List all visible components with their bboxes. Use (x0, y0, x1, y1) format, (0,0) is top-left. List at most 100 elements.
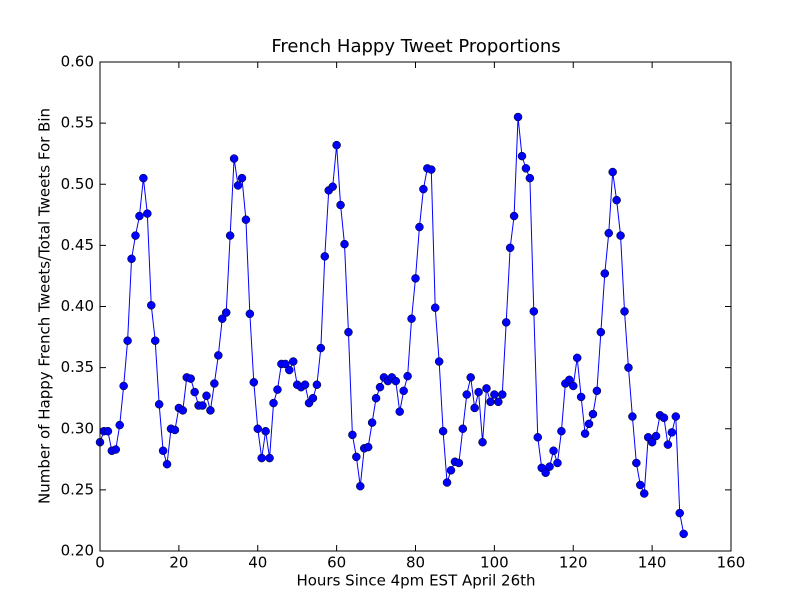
data-point (245, 309, 255, 319)
data-point (178, 406, 188, 415)
data-point (269, 398, 278, 408)
data-point (505, 243, 515, 253)
data-point (288, 357, 298, 366)
data-point (143, 209, 152, 218)
data-point (604, 228, 613, 238)
data-point (111, 445, 121, 454)
y-axis-label: Number of Happy French Tweets/Total Twee… (36, 108, 54, 504)
data-point (123, 336, 132, 345)
data-point (596, 327, 606, 337)
x-axis-label: Hours Since 4pm EST April 26th (296, 572, 535, 590)
chart-title: French Happy Tweet Proportions (271, 36, 560, 57)
data-point (636, 480, 645, 490)
data-point (249, 378, 259, 387)
data-point (462, 390, 472, 399)
data-point (399, 386, 408, 396)
data-point (647, 437, 657, 447)
data-point (403, 371, 412, 381)
data-point (580, 429, 590, 438)
data-point (348, 430, 357, 440)
data-point (517, 151, 527, 161)
data-point (454, 458, 464, 468)
data-point (190, 387, 199, 397)
y-tick-label: 0.45 (61, 236, 94, 254)
y-tick-label: 0.50 (61, 175, 94, 193)
data-point (300, 380, 310, 389)
data-point (253, 424, 262, 433)
data-point (474, 387, 483, 397)
x-tick-label: 40 (248, 554, 267, 572)
data-point (659, 413, 669, 422)
data-point (139, 173, 148, 183)
data-point (198, 401, 207, 410)
data-point (427, 165, 436, 174)
data-point (533, 433, 543, 442)
data-point (411, 274, 420, 283)
data-point (525, 173, 535, 183)
data-point (434, 357, 444, 366)
x-tick-label: 160 (717, 554, 746, 572)
data-point (569, 381, 578, 391)
data-point (419, 184, 428, 194)
data-point (352, 452, 361, 462)
x-tick-label: 60 (327, 554, 346, 572)
data-point (115, 420, 124, 430)
data-point (565, 375, 574, 385)
data-point (316, 343, 326, 353)
data-point (186, 374, 195, 383)
data-point (119, 381, 128, 391)
data-point (241, 215, 251, 224)
x-tick-label: 120 (559, 554, 588, 572)
data-point (446, 466, 456, 475)
data-point (651, 431, 661, 441)
data-point (281, 359, 290, 369)
data-point (663, 440, 673, 449)
data-point (336, 200, 345, 210)
x-tick-label: 140 (638, 554, 667, 572)
data-point (490, 390, 499, 399)
x-tick-label: 80 (406, 554, 425, 572)
data-point (202, 391, 211, 400)
data-point (600, 269, 610, 278)
data-point (667, 428, 677, 437)
data-point (588, 409, 598, 419)
data-point (494, 397, 503, 407)
data-point (557, 426, 566, 436)
data-point (150, 336, 160, 345)
data-point (584, 419, 594, 429)
y-tick-label: 0.25 (61, 480, 94, 498)
data-point (466, 373, 475, 382)
data-point (592, 386, 602, 396)
data-point (501, 318, 511, 327)
x-tick-label: 0 (95, 554, 105, 572)
data-point (529, 307, 539, 316)
data-point (576, 392, 586, 402)
data-point (679, 529, 688, 539)
data-point (356, 481, 365, 491)
data-point (308, 393, 318, 403)
data-point (261, 426, 270, 436)
data-point (438, 426, 448, 436)
data-point (572, 353, 582, 363)
data-point (628, 412, 637, 421)
data-point (545, 462, 554, 471)
data-point (265, 453, 274, 463)
x-tick-label: 100 (480, 554, 509, 572)
data-point (521, 164, 531, 173)
data-point (170, 425, 180, 435)
y-tick-label: 0.60 (61, 53, 94, 71)
data-point (233, 181, 243, 190)
y-tick-label: 0.55 (61, 114, 94, 132)
data-point (332, 140, 341, 150)
data-point (442, 478, 452, 487)
data-point (340, 239, 349, 249)
data-point (103, 426, 113, 436)
data-point (206, 406, 215, 415)
data-point (415, 222, 424, 232)
data-point (498, 390, 507, 399)
data-point (612, 195, 621, 205)
data-point (395, 407, 404, 416)
data-point (218, 314, 227, 323)
data-point (553, 458, 562, 468)
